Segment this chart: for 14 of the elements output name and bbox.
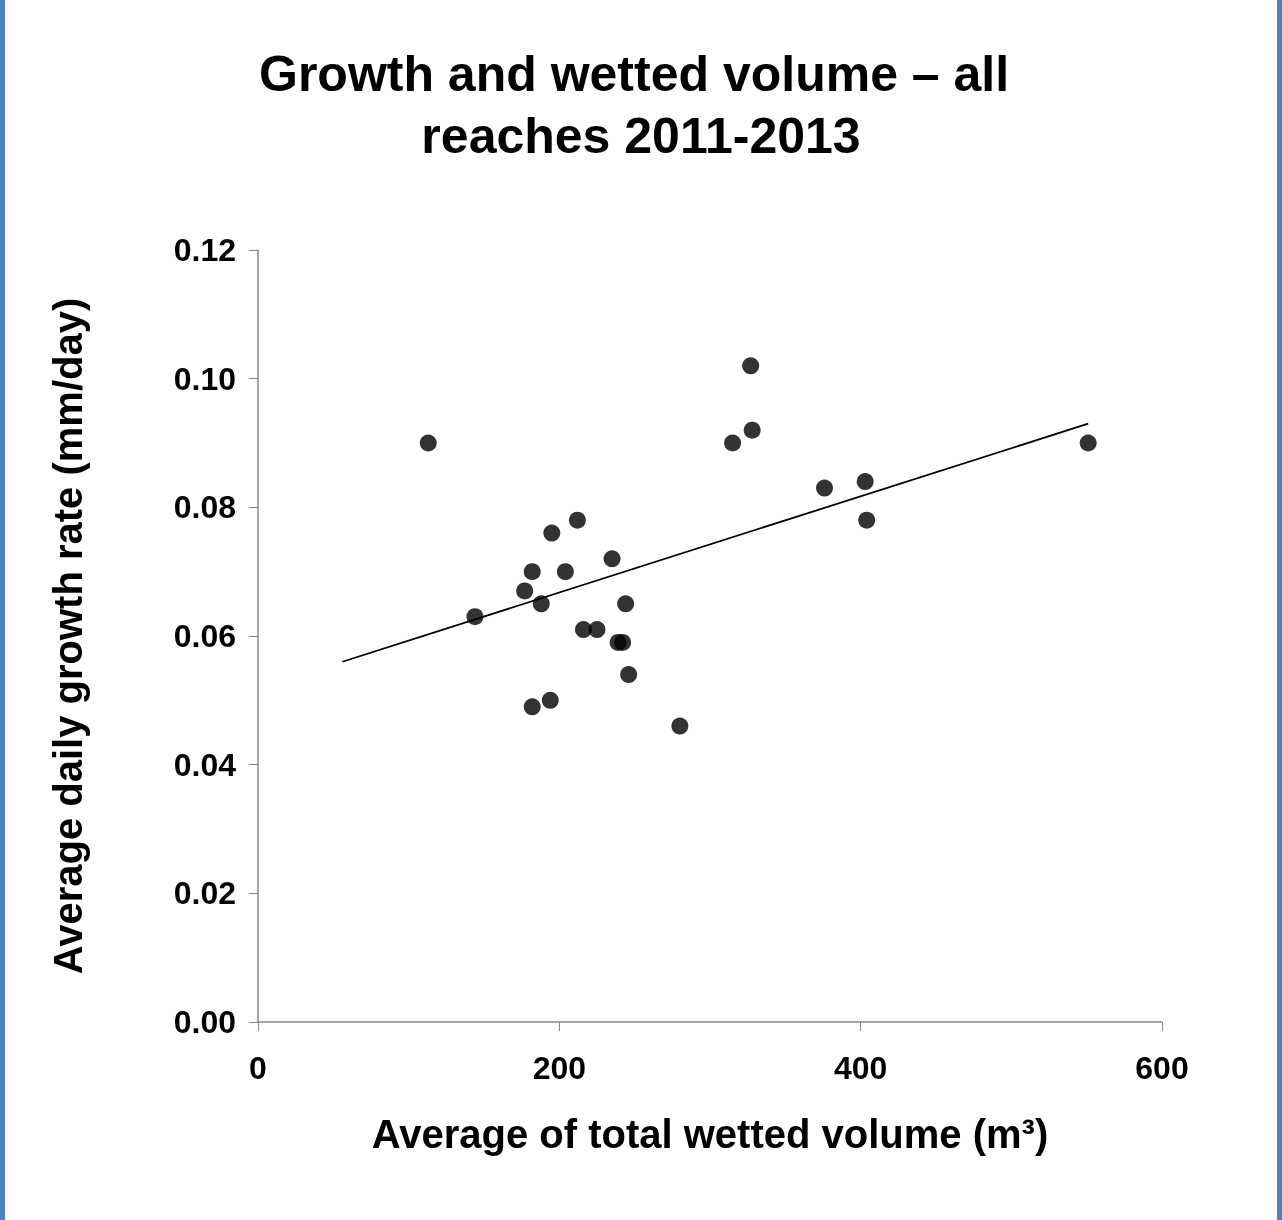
y-tick-label: 0.12 xyxy=(173,232,236,268)
x-tick-label: 400 xyxy=(833,1050,888,1086)
y-tick-label: 0.02 xyxy=(173,875,236,912)
chart-title: Growth and wetted volume – all reaches 2011-2013 xyxy=(258,46,1024,164)
x-tick-label: 0 xyxy=(249,1050,267,1086)
y-tick-label: 0.08 xyxy=(173,489,236,526)
y-tick-label: 0.06 xyxy=(173,618,236,654)
x-tick-label: 200 xyxy=(532,1050,587,1086)
x-tick-label: 600 xyxy=(1135,1050,1189,1086)
x-axis-title: Average of total wetted volume (m³) xyxy=(371,1112,1049,1156)
y-tick-label: 0.00 xyxy=(173,1004,236,1040)
y-tick-label: 0.10 xyxy=(173,360,236,397)
y-axis-title: Average daily growth rate (mm/day) xyxy=(46,297,90,975)
y-tick-label: 0.04 xyxy=(173,746,237,783)
